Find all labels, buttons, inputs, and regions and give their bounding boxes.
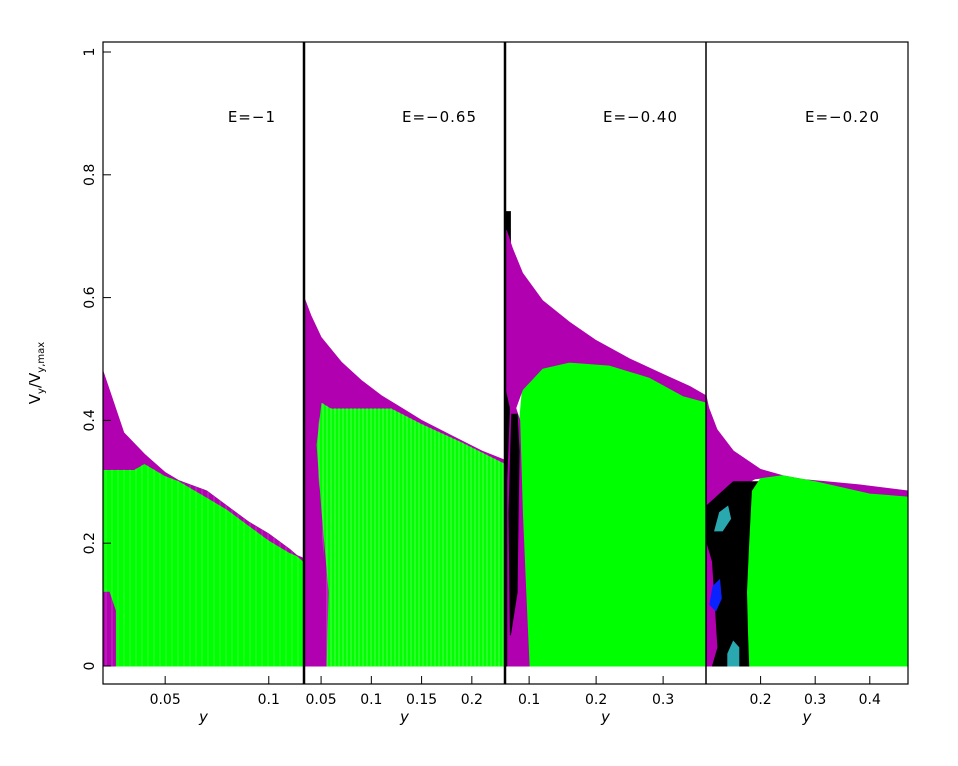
panel-label: E=−0.65 <box>402 108 477 126</box>
y-axis-label-v: V <box>26 393 44 404</box>
x-tick-label: 0.1 <box>518 692 540 708</box>
region-boxlet-left <box>103 591 116 667</box>
x-tick-label: 0.3 <box>804 692 826 708</box>
y-axis: Vy/Vy,max 0 0.2 0.4 0.6 0.8 1 <box>26 48 111 671</box>
striation <box>105 463 299 666</box>
y-axis-label: Vy/Vy,max <box>26 342 47 404</box>
x-axis-label: y <box>399 708 410 726</box>
x-axis-label: y <box>600 708 611 726</box>
y-tick-label: 1 <box>82 48 98 57</box>
y-tick-label: 0.6 <box>82 286 98 308</box>
region-black-lobe <box>508 413 520 636</box>
x-tick-label: 0.05 <box>305 692 336 708</box>
region-chaotic <box>519 361 706 667</box>
region-boxlet <box>103 371 304 563</box>
panel-3: E=−0.40 0.1 0.2 0.3 y <box>505 108 706 726</box>
panel-1: E=−1 0.05 0.1 y <box>103 108 304 726</box>
frame <box>102 41 909 685</box>
region-chaotic <box>315 401 505 667</box>
panel-regions <box>103 371 304 667</box>
panel-label: E=−0.40 <box>603 108 678 126</box>
y-tick-label: 0.2 <box>82 532 98 554</box>
panel-regions <box>706 395 908 667</box>
panel-label: E=−1 <box>228 108 276 126</box>
x-tick-label: 0.05 <box>150 692 181 708</box>
y-axis-label-sub: y <box>36 388 47 394</box>
x-tick-label: 0.1 <box>360 692 382 708</box>
x-tick-label: 0.2 <box>749 692 771 708</box>
x-axis-label: y <box>198 708 209 726</box>
x-tick-label: 0.3 <box>652 692 674 708</box>
region-boxlet-top <box>505 229 706 409</box>
panels: E=−10.05 0.1yE=−0.650.05 0.1 0.15 0.2yE=−0.4… <box>103 108 908 726</box>
region-teal-blob-low <box>727 640 740 667</box>
y-tick-label: 0.4 <box>82 409 98 431</box>
x-tick-label: 0.15 <box>406 692 437 708</box>
y-axis-label-sub2: y,max <box>36 342 47 373</box>
x-tick-label: 0.2 <box>461 692 483 708</box>
region-teal-blob <box>714 505 732 532</box>
x-tick-label: 0.2 <box>585 692 607 708</box>
panel-label: E=−0.20 <box>805 108 880 126</box>
region-blue-blob <box>709 578 722 612</box>
panel-regions <box>505 211 706 667</box>
panel-regions <box>304 297 505 667</box>
x-tick-label: 0.4 <box>859 692 881 708</box>
panel-2: E=−0.65 0.05 0.1 0.15 0.2 y <box>304 108 505 726</box>
y-axis-label-sep: /V <box>26 372 44 388</box>
x-tick-label: 0.1 <box>258 692 280 708</box>
y-tick-label: 0.8 <box>82 164 98 186</box>
panel-4: E=−0.20 0.2 0.3 0.4 y <box>706 108 908 726</box>
region-chaotic <box>746 475 908 667</box>
y-tick-label: 0 <box>82 662 98 671</box>
x-axis-label: y <box>802 708 813 726</box>
